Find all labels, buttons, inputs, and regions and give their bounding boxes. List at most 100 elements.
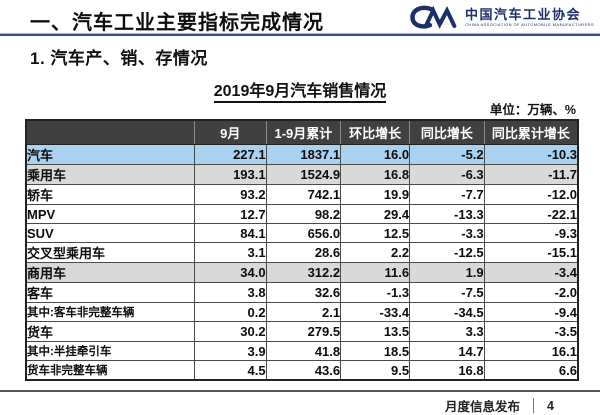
col-header-blank bbox=[25, 119, 195, 145]
cell-value: -15.1 bbox=[483, 242, 579, 263]
cell-value: -9.4 bbox=[483, 302, 579, 322]
row-label: MPV bbox=[25, 204, 195, 224]
cell-value: 18.5 bbox=[340, 341, 411, 361]
cell-value: 656.0 bbox=[265, 223, 342, 243]
row-label: 商用车 bbox=[25, 262, 195, 283]
table-row: 商用车 34.0 312.2 11.6 1.9 -3.4 bbox=[25, 262, 579, 283]
caam-name-en: CHINA ASSOCIATION OF AUTOMOBILE MANUFACT… bbox=[465, 21, 594, 27]
table-header-row: 9月 1-9月累计 环比增长 同比增长 同比累计增长 bbox=[25, 119, 579, 145]
col-header-month: 9月 bbox=[193, 119, 267, 145]
table-row: SUV 84.1 656.0 12.5 -3.3 -9.3 bbox=[25, 223, 579, 243]
caam-logo: 中国汽车工业协会 CHINA ASSOCIATION OF AUTOMOBILE… bbox=[408, 3, 594, 31]
row-label: 货车 bbox=[25, 321, 195, 342]
col-header-yoy-ytd: 同比累计增长 bbox=[483, 119, 579, 145]
cell-value: 3.3 bbox=[409, 321, 485, 342]
cell-value: 13.5 bbox=[340, 321, 411, 342]
cell-value: 98.2 bbox=[265, 204, 342, 224]
caam-name-cn: 中国汽车工业协会 bbox=[465, 6, 582, 22]
cell-value: -9.3 bbox=[483, 223, 579, 243]
cell-value: -34.5 bbox=[409, 302, 485, 322]
footer: 月度信息发布 4 bbox=[445, 396, 554, 415]
caam-logo-icon bbox=[408, 3, 460, 31]
cell-value: 3.9 bbox=[193, 341, 267, 361]
cell-value: 2.1 bbox=[265, 302, 342, 322]
cell-value: 16.0 bbox=[340, 144, 411, 165]
cell-value: -3.4 bbox=[483, 262, 579, 283]
cell-value: -12.0 bbox=[483, 184, 579, 205]
sales-table-body: 汽车 227.1 1837.1 16.0 -5.2 -10.3 乘用车 193.1 1524.9… bbox=[25, 144, 579, 381]
table-row: 其中:客车非完整车辆 0.2 2.1 -33.4 -34.5 -9.4 bbox=[25, 302, 579, 322]
table-title: 2019年9月汽车销售情况 bbox=[0, 77, 600, 103]
row-label: 其中:半挂牵引车 bbox=[25, 341, 195, 361]
cell-value: 9.5 bbox=[340, 360, 411, 381]
col-header-ytd: 1-9月累计 bbox=[265, 119, 342, 145]
cell-value: -7.7 bbox=[409, 184, 485, 205]
header-divider bbox=[0, 33, 600, 36]
cell-value: 93.2 bbox=[193, 184, 267, 205]
cell-value: 3.1 bbox=[193, 242, 267, 263]
cell-value: -13.3 bbox=[409, 204, 485, 224]
cell-value: 29.4 bbox=[340, 204, 411, 224]
cell-value: 28.6 bbox=[265, 242, 342, 263]
cell-value: 742.1 bbox=[265, 184, 342, 205]
col-header-yoy: 同比增长 bbox=[409, 119, 485, 145]
sales-table: 9月 1-9月累计 环比增长 同比增长 同比累计增长 汽车 227.1 1837.1… bbox=[25, 119, 579, 381]
footer-divider bbox=[0, 390, 600, 392]
cell-value: 12.5 bbox=[340, 223, 411, 243]
row-label: 货车非完整车辆 bbox=[25, 360, 195, 381]
page-number: 4 bbox=[547, 398, 554, 413]
section-title: 1. 汽车产、销、存情况 bbox=[30, 49, 208, 68]
table-row: 其中:半挂牵引车 3.9 41.8 18.5 14.7 16.1 bbox=[25, 341, 579, 361]
cell-value: 19.9 bbox=[340, 184, 411, 205]
cell-value: -6.3 bbox=[409, 164, 485, 185]
cell-value: 34.0 bbox=[193, 262, 267, 283]
cell-value: 16.8 bbox=[340, 164, 411, 185]
cell-value: -5.2 bbox=[409, 144, 485, 165]
cell-value: 11.6 bbox=[340, 262, 411, 283]
footer-label: 月度信息发布 bbox=[445, 400, 521, 414]
cell-value: 6.6 bbox=[483, 360, 579, 381]
cell-value: 193.1 bbox=[193, 164, 267, 185]
unit-label: 单位：万辆、% bbox=[489, 103, 576, 117]
col-header-mom: 环比增长 bbox=[340, 119, 411, 145]
cell-value: 16.8 bbox=[409, 360, 485, 381]
cell-value: -7.5 bbox=[409, 282, 485, 303]
table-row: 汽车 227.1 1837.1 16.0 -5.2 -10.3 bbox=[25, 144, 579, 165]
cell-value: 1837.1 bbox=[265, 144, 342, 165]
cell-value: 1524.9 bbox=[265, 164, 342, 185]
row-label: SUV bbox=[25, 223, 195, 243]
row-label: 交叉型乘用车 bbox=[25, 242, 195, 263]
row-label: 汽车 bbox=[25, 144, 195, 165]
cell-value: 2.2 bbox=[340, 242, 411, 263]
table-row: 乘用车 193.1 1524.9 16.8 -6.3 -11.7 bbox=[25, 164, 579, 185]
table-row: MPV 12.7 98.2 29.4 -13.3 -22.1 bbox=[25, 204, 579, 224]
cell-value: 0.2 bbox=[193, 302, 267, 322]
cell-value: -10.3 bbox=[483, 144, 579, 165]
row-label: 客车 bbox=[25, 282, 195, 303]
cell-value: -1.3 bbox=[340, 282, 411, 303]
cell-value: -11.7 bbox=[483, 164, 579, 185]
cell-value: 1.9 bbox=[409, 262, 485, 283]
cell-value: 227.1 bbox=[193, 144, 267, 165]
cell-value: -22.1 bbox=[483, 204, 579, 224]
cell-value: -3.3 bbox=[409, 223, 485, 243]
table-row: 轿车 93.2 742.1 19.9 -7.7 -12.0 bbox=[25, 184, 579, 205]
row-label: 轿车 bbox=[25, 184, 195, 205]
page-title: 一、汽车工业主要指标完成情况 bbox=[30, 12, 324, 34]
cell-value: -2.0 bbox=[483, 282, 579, 303]
cell-value: 43.6 bbox=[265, 360, 342, 381]
cell-value: 3.8 bbox=[193, 282, 267, 303]
cell-value: 32.6 bbox=[265, 282, 342, 303]
cell-value: -33.4 bbox=[340, 302, 411, 322]
cell-value: 16.1 bbox=[483, 341, 579, 361]
table-row: 客车 3.8 32.6 -1.3 -7.5 -2.0 bbox=[25, 282, 579, 303]
cell-value: 30.2 bbox=[193, 321, 267, 342]
table-row: 交叉型乘用车 3.1 28.6 2.2 -12.5 -15.1 bbox=[25, 242, 579, 263]
cell-value: 12.7 bbox=[193, 204, 267, 224]
cell-value: 84.1 bbox=[193, 223, 267, 243]
cell-value: 41.8 bbox=[265, 341, 342, 361]
cell-value: 279.5 bbox=[265, 321, 342, 342]
table-row: 货车非完整车辆 4.5 43.6 9.5 16.8 6.6 bbox=[25, 360, 579, 381]
cell-value: 4.5 bbox=[193, 360, 267, 381]
table-row: 货车 30.2 279.5 13.5 3.3 -3.5 bbox=[25, 321, 579, 342]
